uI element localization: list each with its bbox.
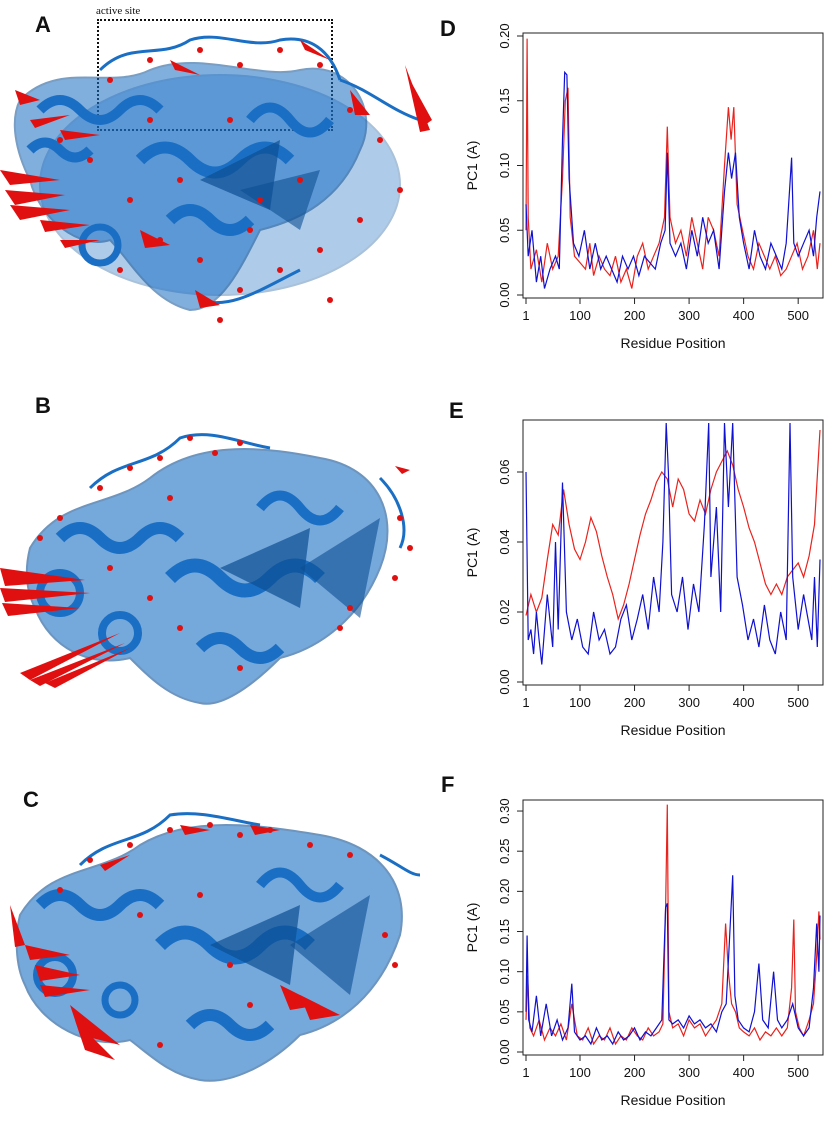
x-tick-label: 300	[678, 308, 700, 323]
x-tick-label: 400	[733, 308, 755, 323]
panel-letter-e: E	[449, 398, 464, 423]
y-tick-label: 0.00	[497, 669, 512, 694]
y-tick-label: 0.20	[497, 879, 512, 904]
y-tick-label: 0.05	[497, 999, 512, 1024]
panel-letter-c: C	[23, 787, 39, 812]
y-tick-label: 0.00	[497, 1039, 512, 1064]
x-tick-label: 400	[733, 1065, 755, 1080]
y-axis-label: PC1 (A)	[464, 141, 480, 191]
protein-structure-c	[10, 812, 421, 1082]
y-tick-label: 0.10	[497, 153, 512, 178]
x-tick-label: 1	[522, 1065, 529, 1080]
chart-f: 1 100 200 300 400 500 0.00 0.05 0.10 0.15 0.20 0.25…	[464, 798, 824, 1108]
protein-structure-b	[0, 433, 413, 705]
x-tick-label: 500	[787, 1065, 809, 1080]
y-axis-label: PC1 (A)	[464, 528, 480, 578]
x-tick-label: 1	[522, 695, 529, 710]
y-tick-label: 0.30	[497, 798, 512, 823]
x-axis-label: Residue Position	[620, 1092, 725, 1108]
series-line-blue	[525, 70, 821, 289]
x-tick-label: 300	[678, 695, 700, 710]
y-tick-label: 0.10	[497, 959, 512, 984]
panel-letter-d: D	[440, 16, 456, 41]
panel-letter-f: F	[441, 772, 455, 797]
x-tick-label: 1	[522, 308, 529, 323]
x-axis-label: Residue Position	[620, 722, 725, 738]
x-tick-label: 500	[787, 695, 809, 710]
y-tick-label: 0.25	[497, 839, 512, 864]
x-tick-label: 200	[624, 308, 646, 323]
y-tick-label: 0.15	[497, 88, 512, 113]
y-tick-label: 0.05	[497, 218, 512, 243]
series-line-red	[525, 429, 821, 622]
series-line-red	[525, 38, 821, 289]
plot-frame	[522, 32, 824, 299]
x-tick-label: 100	[569, 1065, 591, 1080]
protein-structure-a	[0, 35, 432, 323]
chart-e: 1 100 200 300 400 500 0.00 0.02 0.04 0.06 Residue …	[464, 419, 824, 738]
x-axis-label: Residue Position	[620, 335, 725, 351]
x-tick-label: 200	[624, 695, 646, 710]
x-tick-label: 400	[733, 695, 755, 710]
x-tick-label: 300	[678, 1065, 700, 1080]
active-site-label: active site	[96, 5, 141, 17]
series-line-blue	[525, 422, 821, 665]
y-tick-label: 0.20	[497, 23, 512, 48]
y-axis-label: PC1 (A)	[464, 903, 480, 953]
plot-frame	[522, 419, 824, 686]
x-tick-label: 500	[787, 308, 809, 323]
x-tick-label: 100	[569, 695, 591, 710]
plot-frame	[522, 799, 824, 1056]
y-tick-label: 0.04	[497, 529, 512, 554]
y-tick-label: 0.02	[497, 599, 512, 624]
y-tick-label: 0.06	[497, 459, 512, 484]
y-tick-label: 0.15	[497, 919, 512, 944]
x-tick-label: 200	[624, 1065, 646, 1080]
chart-d: 1 100 200 300 400 500 0.00 0.05 0.10 0.15 0.20 Resi…	[464, 23, 824, 351]
y-tick-label: 0.00	[497, 282, 512, 307]
x-tick-label: 100	[569, 308, 591, 323]
panel-letter-a: A	[35, 12, 51, 37]
series-line-blue	[525, 875, 821, 1046]
panel-letter-b: B	[35, 393, 51, 418]
series-line-red	[525, 804, 821, 1046]
